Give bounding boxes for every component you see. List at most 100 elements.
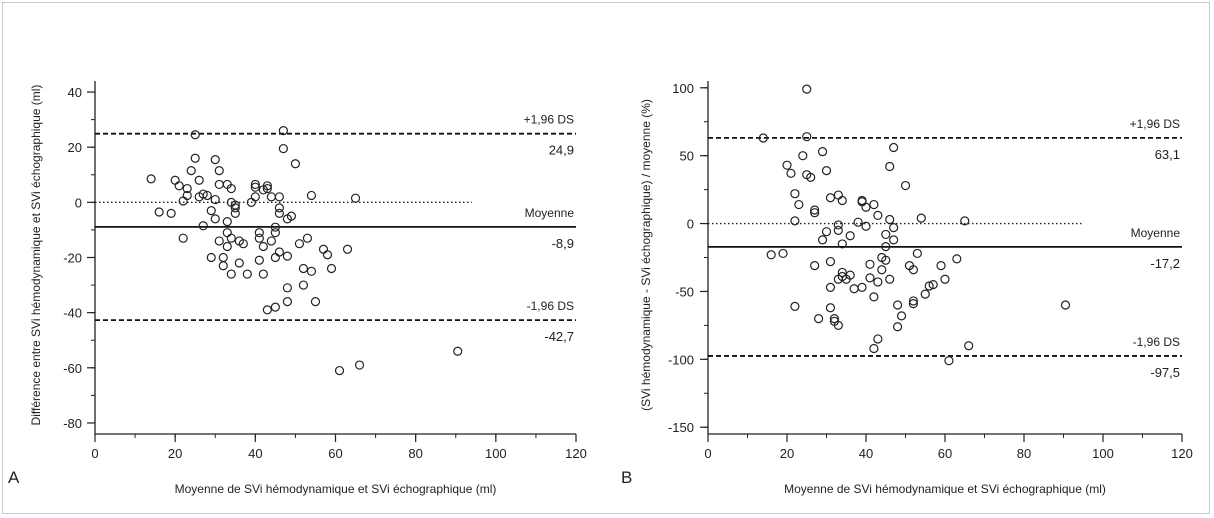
data-point xyxy=(270,228,280,238)
data-point xyxy=(258,269,268,279)
data-point xyxy=(802,84,812,94)
data-point xyxy=(282,251,292,261)
data-point xyxy=(924,281,934,291)
mean-line-name: Moyenne xyxy=(525,206,575,220)
data-point xyxy=(908,299,919,309)
data-point xyxy=(198,221,208,231)
x-tick-label: 100 xyxy=(485,446,507,461)
data-point xyxy=(342,244,353,254)
data-point xyxy=(869,199,879,210)
upper-line-value: 24,9 xyxy=(549,143,574,158)
data-point xyxy=(226,269,236,279)
data-point xyxy=(900,180,911,191)
data-point xyxy=(810,205,820,215)
upper-line-name: +1,96 DS xyxy=(1130,117,1180,131)
data-point xyxy=(226,233,236,243)
data-point xyxy=(214,166,224,176)
data-point xyxy=(845,231,855,241)
data-point xyxy=(198,189,208,199)
data-point xyxy=(278,143,288,154)
data-point xyxy=(354,360,365,370)
data-point xyxy=(318,244,329,254)
lower-line-value: -97,5 xyxy=(1150,365,1180,380)
data-point xyxy=(270,252,280,263)
data-point xyxy=(857,282,867,292)
data-point xyxy=(861,202,871,212)
data-point xyxy=(178,196,188,206)
data-point xyxy=(873,334,883,344)
x-tick-label: 120 xyxy=(1171,446,1193,461)
data-point xyxy=(190,153,200,163)
x-tick-label: 80 xyxy=(408,446,422,461)
data-point xyxy=(944,356,954,366)
data-point xyxy=(821,227,832,237)
data-point xyxy=(270,302,280,312)
data-point xyxy=(912,248,922,259)
data-point xyxy=(194,175,204,185)
data-point xyxy=(182,190,192,201)
x-tick-label: 20 xyxy=(168,446,182,461)
data-point xyxy=(222,241,232,252)
data-point xyxy=(865,273,875,283)
data-point xyxy=(278,126,288,136)
data-point xyxy=(881,255,891,265)
data-point xyxy=(790,189,800,199)
data-point xyxy=(250,192,260,202)
data-point xyxy=(262,305,272,315)
data-point xyxy=(202,190,212,201)
data-point xyxy=(214,236,224,246)
data-point xyxy=(960,216,970,226)
data-point xyxy=(258,241,268,252)
data-point xyxy=(1060,300,1071,310)
data-point xyxy=(782,160,792,170)
data-point xyxy=(274,208,284,218)
y-tick-label: -50 xyxy=(675,284,694,299)
data-point xyxy=(206,206,216,216)
x-axis-label: Moyenne de SVi hémodynamique et SVi écho… xyxy=(784,482,1106,496)
data-point xyxy=(940,274,950,284)
y-tick-label: -60 xyxy=(63,361,82,376)
data-point xyxy=(896,311,907,321)
data-point xyxy=(254,233,264,243)
mean-line-name: Moyenne xyxy=(1131,226,1181,240)
data-point xyxy=(274,247,284,257)
data-point xyxy=(350,193,361,203)
data-point xyxy=(849,284,859,294)
mean-line-value: -8,9 xyxy=(552,236,574,251)
data-point xyxy=(266,236,276,246)
data-point xyxy=(813,313,824,324)
data-point xyxy=(952,254,962,264)
panel-label: B xyxy=(621,468,632,487)
data-point xyxy=(210,214,220,224)
data-point xyxy=(881,242,891,252)
data-point xyxy=(174,181,184,191)
y-tick-label: 40 xyxy=(68,85,82,100)
data-point xyxy=(825,256,836,267)
data-point xyxy=(294,239,305,249)
data-point xyxy=(873,210,883,221)
data-point xyxy=(873,277,883,287)
data-point xyxy=(889,223,899,233)
x-tick-label: 120 xyxy=(565,446,587,461)
y-tick-label: -150 xyxy=(668,420,694,435)
data-point xyxy=(230,200,240,210)
y-axis-label: Différence entre SVi hémodynamique et SV… xyxy=(29,85,43,426)
x-tick-label: 80 xyxy=(1017,446,1031,461)
data-point xyxy=(262,183,272,194)
data-point xyxy=(310,297,321,307)
data-point xyxy=(821,166,832,176)
x-tick-label: 100 xyxy=(1092,446,1114,461)
x-tick-label: 20 xyxy=(780,446,794,461)
data-point xyxy=(230,203,240,213)
data-point xyxy=(833,190,843,200)
data-point xyxy=(885,214,895,225)
y-tick-label: 100 xyxy=(672,81,694,96)
data-point xyxy=(837,267,847,278)
data-point xyxy=(861,221,871,231)
data-point xyxy=(798,151,808,161)
data-point xyxy=(274,203,284,213)
data-point xyxy=(218,252,228,263)
data-point xyxy=(885,161,895,172)
y-tick-label: -100 xyxy=(668,352,694,367)
data-point xyxy=(290,159,301,169)
